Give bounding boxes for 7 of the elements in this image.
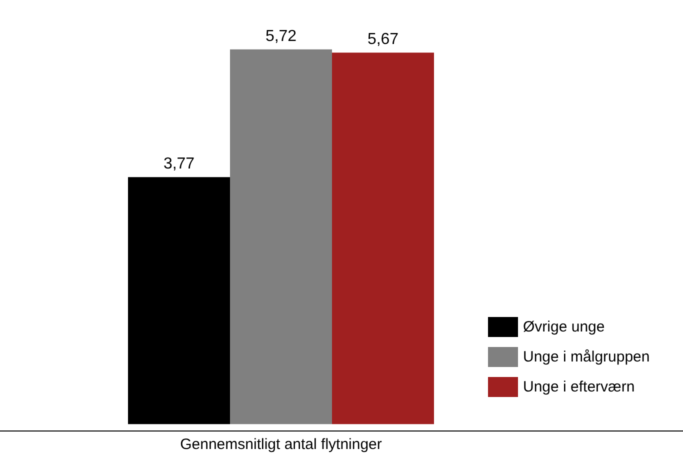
legend-label: Unge i efterværn	[523, 378, 635, 396]
legend-label: Unge i målgruppen	[523, 348, 650, 366]
data-label: 5,67	[367, 31, 399, 48]
data-label: 3,77	[163, 156, 195, 173]
x-axis-title: Gennemsnitligt antal flytninger	[180, 436, 382, 453]
data-label: 5,72	[265, 28, 297, 45]
legend-label: Øvrige unge	[523, 318, 605, 336]
